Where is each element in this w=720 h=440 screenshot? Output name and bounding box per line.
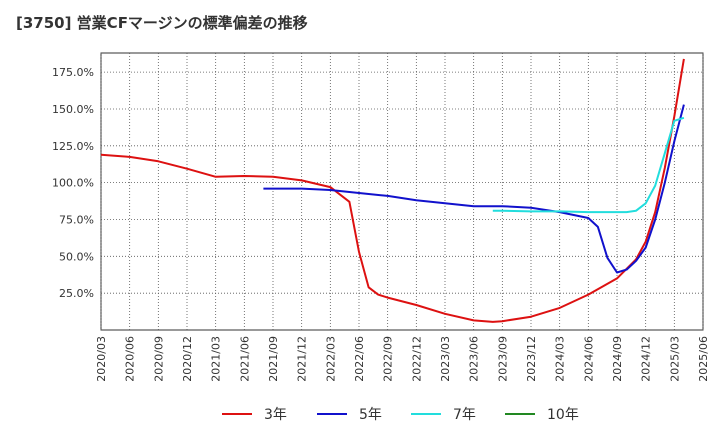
x-tick-label: 2022/06: [353, 336, 366, 382]
y-tick-label: 175.0%: [52, 66, 94, 79]
x-tick-label: 2022/12: [410, 336, 423, 382]
legend-label: 7年: [453, 407, 476, 423]
x-tick-label: 2023/03: [439, 336, 452, 382]
series-line-3年: [100, 58, 685, 323]
x-tick-label: 2021/06: [238, 336, 251, 382]
grid: [100, 53, 704, 330]
y-tick-label: 75.0%: [59, 213, 94, 226]
plot-area: [100, 52, 704, 331]
x-tick-label: 2021/09: [267, 336, 280, 382]
x-tick-label: 2024/06: [582, 336, 595, 382]
x-tick-label: 2021/03: [210, 336, 223, 382]
x-tick-label: 2021/12: [296, 336, 309, 382]
x-tick-label: 2020/12: [181, 336, 194, 382]
series-line-7年: [492, 116, 685, 214]
x-tick-label: 2024/12: [640, 336, 653, 382]
y-tick-label: 100.0%: [52, 177, 94, 190]
x-tick-label: 2022/03: [324, 336, 337, 382]
x-tick-label: 2022/09: [382, 336, 395, 382]
legend: 3年 5年 7年 10年: [222, 407, 579, 423]
y-tick-label: 150.0%: [52, 103, 94, 116]
series-lines: [100, 58, 685, 323]
x-tick-label: 2025/03: [668, 336, 681, 382]
x-axis: 2020/03 2020/06 2020/09 2020/12 2021/03 2021/…: [95, 336, 710, 382]
x-tick-label: 2024/03: [554, 336, 567, 382]
y-tick-label: 25.0%: [59, 287, 94, 300]
x-tick-label: 2023/12: [525, 336, 538, 382]
y-axis: 25.0% 50.0% 75.0% 100.0% 125.0% 150.0% 175.0%: [52, 66, 94, 300]
y-tick-label: 125.0%: [52, 140, 94, 153]
x-tick-label: 2023/09: [496, 336, 509, 382]
legend-label: 10年: [547, 407, 579, 423]
x-tick-label: 2025/06: [697, 336, 710, 382]
legend-label: 5年: [359, 407, 382, 423]
y-tick-label: 50.0%: [59, 250, 94, 263]
chart-title: [3750] 営業CFマージンの標準偏差の推移: [16, 14, 308, 32]
x-tick-label: 2024/09: [611, 336, 624, 382]
x-tick-label: 2020/09: [152, 336, 165, 382]
x-tick-label: 2023/06: [468, 336, 481, 382]
legend-label: 3年: [264, 407, 287, 423]
x-tick-label: 2020/06: [124, 336, 137, 382]
x-tick-label: 2020/03: [95, 336, 108, 382]
